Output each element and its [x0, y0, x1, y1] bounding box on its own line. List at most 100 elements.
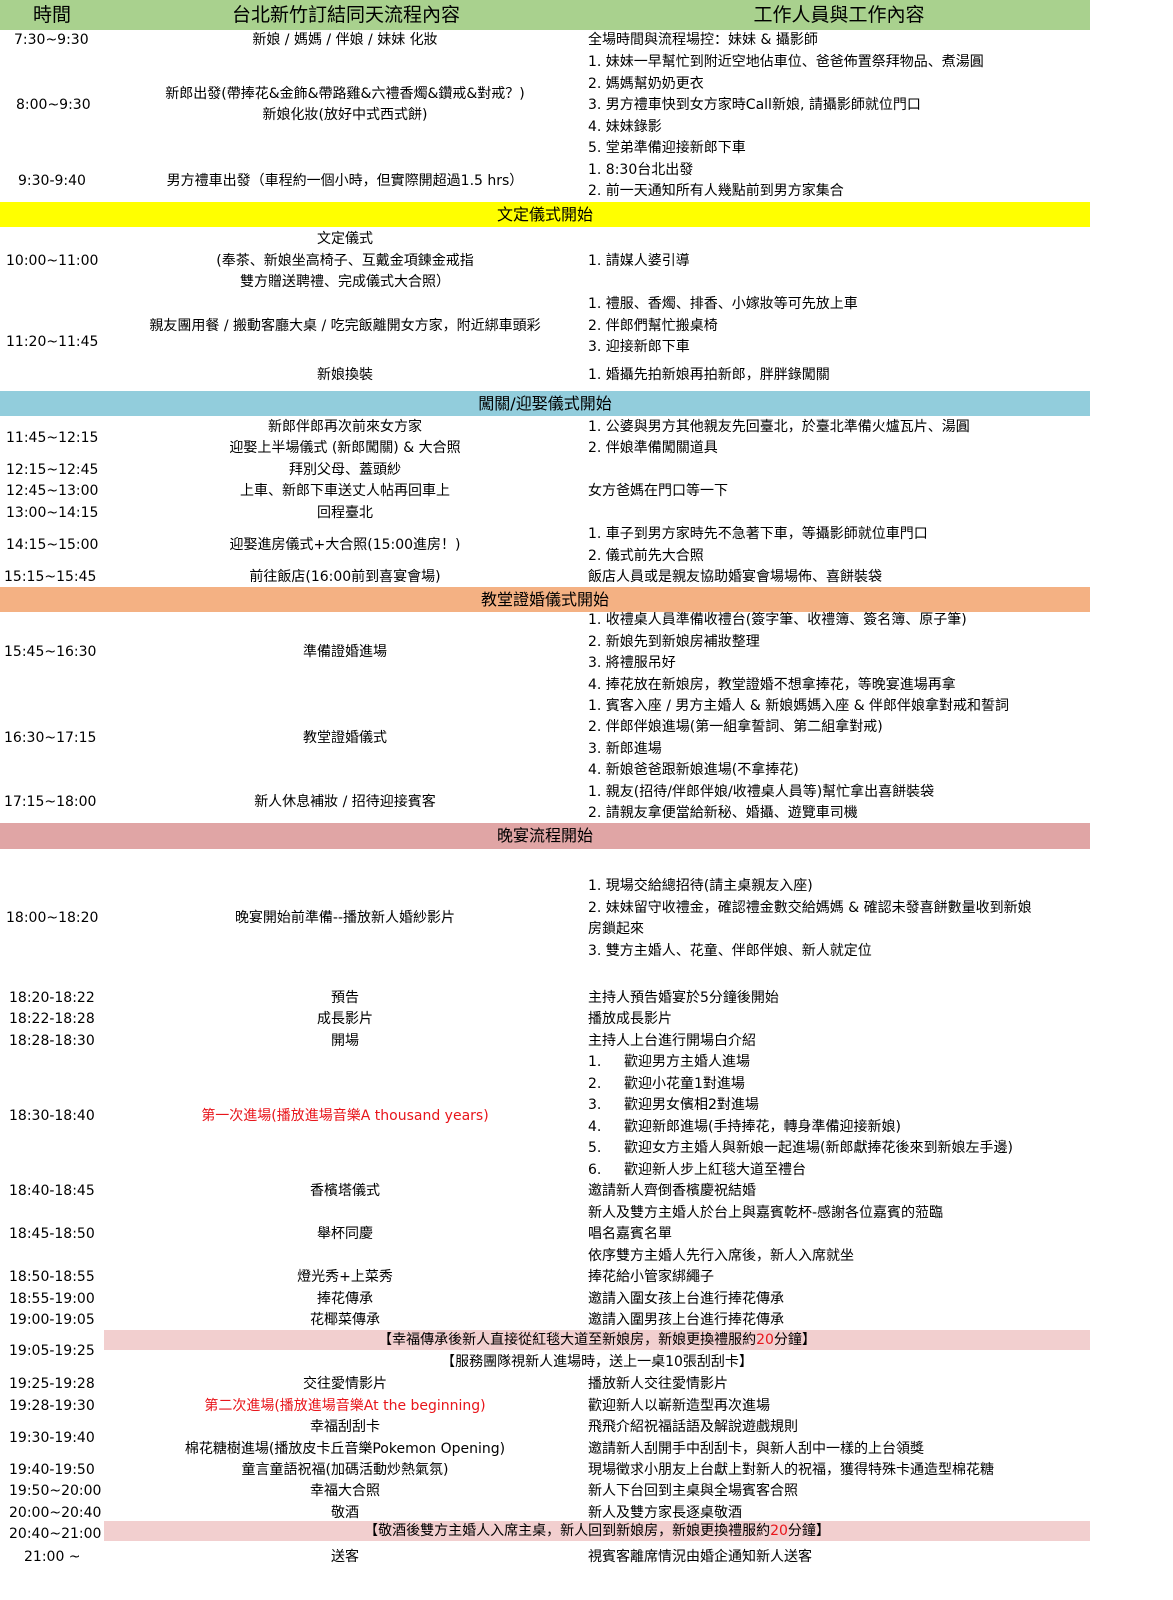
note-text: 【幸福傳承後新人直接從紅毯大道至新娘房，新娘更換禮服約20分鐘】: [104, 1330, 1090, 1350]
note-text-part: 【敬酒後雙方主婚人入席主桌，新人回到新娘房，新娘更換禮服約: [364, 1523, 771, 1539]
section-title-engagement: 文定儀式開始: [496, 205, 593, 224]
flow-cell: 成長影片: [317, 1011, 373, 1027]
time-cell: 18:55-19:00: [9, 1291, 95, 1307]
note-text-part: 分鐘】: [787, 1523, 830, 1539]
flow-cell: (奉茶、新娘坐高椅子、互戴金項鍊金戒指: [216, 253, 474, 269]
header-staff-cell: [588, 0, 1090, 30]
staff-line: 新人及雙方主婚人於台上與嘉賓乾杯-感謝各位嘉賓的蒞臨: [588, 1205, 944, 1221]
header-staff: 工作人員與工作內容: [753, 4, 925, 26]
staff-cell: 歡迎新人以嶄新造型再次進場: [588, 1398, 770, 1414]
flow-cell: 幸福刮刮卡: [310, 1419, 380, 1435]
item-text: 歡迎新人步上紅毯大道至禮台: [624, 1162, 806, 1178]
staff-line: 2. 伴郎伴娘進場(第一組拿誓詞、第二組拿對戒): [588, 719, 883, 735]
section-title-gate: 闖關/迎娶儀式開始: [478, 394, 612, 413]
item-text: 歡迎男方主婚人進場: [624, 1054, 750, 1070]
time-cell: 13:00~14:15: [6, 505, 99, 521]
time-cell: 18:28-18:30: [9, 1033, 95, 1049]
flow-cell: 迎娶進房儀式+大合照(15:00進房！): [229, 537, 461, 553]
section-band-church: [0, 587, 1090, 612]
item-number: 6.: [588, 1162, 602, 1178]
time-cell: 10:00~11:00: [6, 253, 99, 269]
flow-cell: 親友團用餐 / 搬動客廳大桌 / 吃完飯離開女方家，附近綁車頭彩: [149, 318, 541, 334]
flow-cell: 教堂證婚儀式: [303, 730, 387, 746]
flow-cell: 新郎伴郎再次前來女方家: [268, 419, 422, 435]
time-cell: 18:00~18:20: [6, 910, 99, 926]
time-cell: 9:30-9:40: [18, 173, 86, 189]
staff-line: 飛飛介紹祝福話語及解說遊戲規則: [588, 1419, 798, 1435]
staff-line: 4. 妹妹錄影: [588, 119, 662, 135]
flow-cell: 新娘化妝(放好中式西式餅): [262, 107, 428, 123]
staff-cell: 女方爸媽在門口等一下: [588, 483, 728, 499]
staff-line: 邀請新人齊倒香檳慶祝結婚: [588, 1183, 756, 1199]
section-band-gate: [0, 391, 1090, 416]
time-cell: 17:15~18:00: [4, 794, 97, 810]
staff-cell: 邀請入圍女孩上台進行捧花傳承: [588, 1291, 784, 1307]
staff-line: 1. 車子到男方家時先不急著下車，等攝影師就位車門口: [588, 526, 928, 542]
flow-cell: 棉花糖樹進場(播放皮卡丘音樂Pokemon Opening): [184, 1441, 506, 1457]
note-highlight: 20: [756, 1332, 774, 1348]
staff-line: 1. 歡迎男方主婚人進場: [588, 1055, 750, 1069]
time-cell: 18:50-18:55: [9, 1269, 95, 1285]
staff-cell: 飯店人員或是親友協助婚宴會場場佈、喜餅裝袋: [588, 569, 882, 585]
flow-cell: 燈光秀+上菜秀: [297, 1269, 393, 1285]
staff-line: 2. 前一天通知所有人幾點前到男方家集合: [588, 183, 844, 199]
staff-line: 5. 堂弟準備迎接新郎下車: [588, 140, 746, 156]
time-cell: 18:20-18:22: [9, 990, 95, 1006]
staff-cell: 主持人上台進行開場白介紹: [588, 1033, 756, 1049]
flow-cell: 敬酒: [331, 1505, 359, 1521]
staff-line: 2. 儀式前先大合照: [588, 548, 704, 564]
item-number: 1.: [588, 1054, 602, 1070]
staff-line: 2. 媽媽幫奶奶更衣: [588, 76, 704, 92]
staff-line: 5. 歡迎女方主婚人與新娘一起進場(新郎獻捧花後來到新娘左手邊): [588, 1141, 1013, 1155]
flow-cell: 拜別父母、蓋頭紗: [289, 462, 401, 478]
flow-cell: 準備證婚進場: [303, 644, 387, 660]
time-cell: 7:30~9:30: [14, 32, 89, 48]
flow-cell: 第一次進場(播放進場音樂A thousand years): [201, 1108, 489, 1124]
staff-line: 邀請新人刮開手中刮刮卡，與新人刮中一樣的上台領獎: [588, 1441, 924, 1457]
staff-line: 3. 將禮服吊好: [588, 655, 676, 671]
time-cell: 18:40-18:45: [9, 1183, 95, 1199]
flow-cell: 前往飯店(16:00前到喜宴會場): [249, 569, 441, 585]
note-band: [104, 1521, 1090, 1541]
staff-line: 唱名嘉賓名單: [588, 1226, 672, 1242]
staff-line: 2. 請親友拿便當給新秘、婚攝、遊覽車司機: [588, 805, 858, 821]
flow-cell: 迎娶上半場儀式 (新郎闖關) & 大合照: [229, 440, 461, 456]
time-cell: 21:00 ~: [24, 1549, 81, 1565]
staff-cell: 主持人預告婚宴於5分鐘後開始: [588, 990, 779, 1006]
note-text-part: 【幸福傳承後新人直接從紅毯大道至新娘房，新娘更換禮服約: [378, 1332, 757, 1348]
item-text: 歡迎小花童1對進場: [624, 1076, 745, 1092]
staff-line: 4. 捧花放在新娘房，教堂證婚不想拿捧花，等晚宴進場再拿: [588, 677, 956, 693]
time-cell: 18:45-18:50: [9, 1226, 95, 1242]
staff-line: 3. 歡迎男女儐相2對進場: [588, 1098, 759, 1112]
staff-line: 1. 禮服、香燭、排香、小嫁妝等可先放上車: [588, 296, 858, 312]
section-title-church: 教堂證婚儀式開始: [480, 590, 609, 609]
staff-cell: 現場徵求小朋友上台獻上對新人的祝福，獲得特殊卡通造型棉花糖: [588, 1462, 994, 1478]
item-text: 歡迎男女儐相2對進場: [624, 1097, 759, 1113]
header-flow: 台北新竹訂結同天流程內容: [231, 4, 460, 26]
staff-line: 1. 收禮桌人員準備收禮台(簽字筆、收禮簿、簽名簿、原子筆): [588, 612, 967, 628]
note-text: 【敬酒後雙方主婚人入席主桌，新人回到新娘房，新娘更換禮服約20分鐘】: [104, 1521, 1090, 1541]
flow-cell: 童言童語祝福(加碼活動炒熱氣氛): [241, 1462, 449, 1478]
note-text-part: 分鐘】: [773, 1332, 816, 1348]
note-band: [104, 1330, 1090, 1350]
staff-line: 1. 妹妹一早幫忙到附近空地佔車位、爸爸佈置祭拜物品、煮湯圓: [588, 54, 984, 70]
flow-cell: 文定儀式: [317, 231, 373, 247]
note-highlight: 20: [770, 1523, 788, 1539]
staff-line: 1. 現場交給總招待(請主桌親友入座): [588, 878, 813, 894]
staff-line: 6. 歡迎新人步上紅毯大道至禮台: [588, 1163, 806, 1177]
time-cell: 12:45~13:00: [6, 483, 99, 499]
flow-cell: 預告: [331, 990, 359, 1006]
staff-line: 4. 新娘爸爸跟新娘進場(不拿捧花): [588, 762, 799, 778]
section-band-banquet: [0, 823, 1090, 849]
flow-cell: 新娘換裝: [317, 367, 373, 383]
time-cell: 19:40-19:50: [9, 1462, 95, 1478]
staff-cell: 1. 請媒人婆引導: [588, 253, 690, 269]
flow-cell: 交往愛情影片: [303, 1376, 387, 1392]
flow-cell: 花椰菜傳承: [310, 1312, 380, 1328]
time-cell: 12:15~12:45: [6, 462, 99, 478]
staff-cell: 邀請入圍男孩上台進行捧花傳承: [588, 1312, 784, 1328]
staff-line: 3. 迎接新郎下車: [588, 339, 690, 355]
item-number: 4.: [588, 1119, 602, 1135]
item-number: 3.: [588, 1097, 602, 1113]
flow-cell: 第二次進場(播放進場音樂At the beginning): [204, 1398, 486, 1414]
